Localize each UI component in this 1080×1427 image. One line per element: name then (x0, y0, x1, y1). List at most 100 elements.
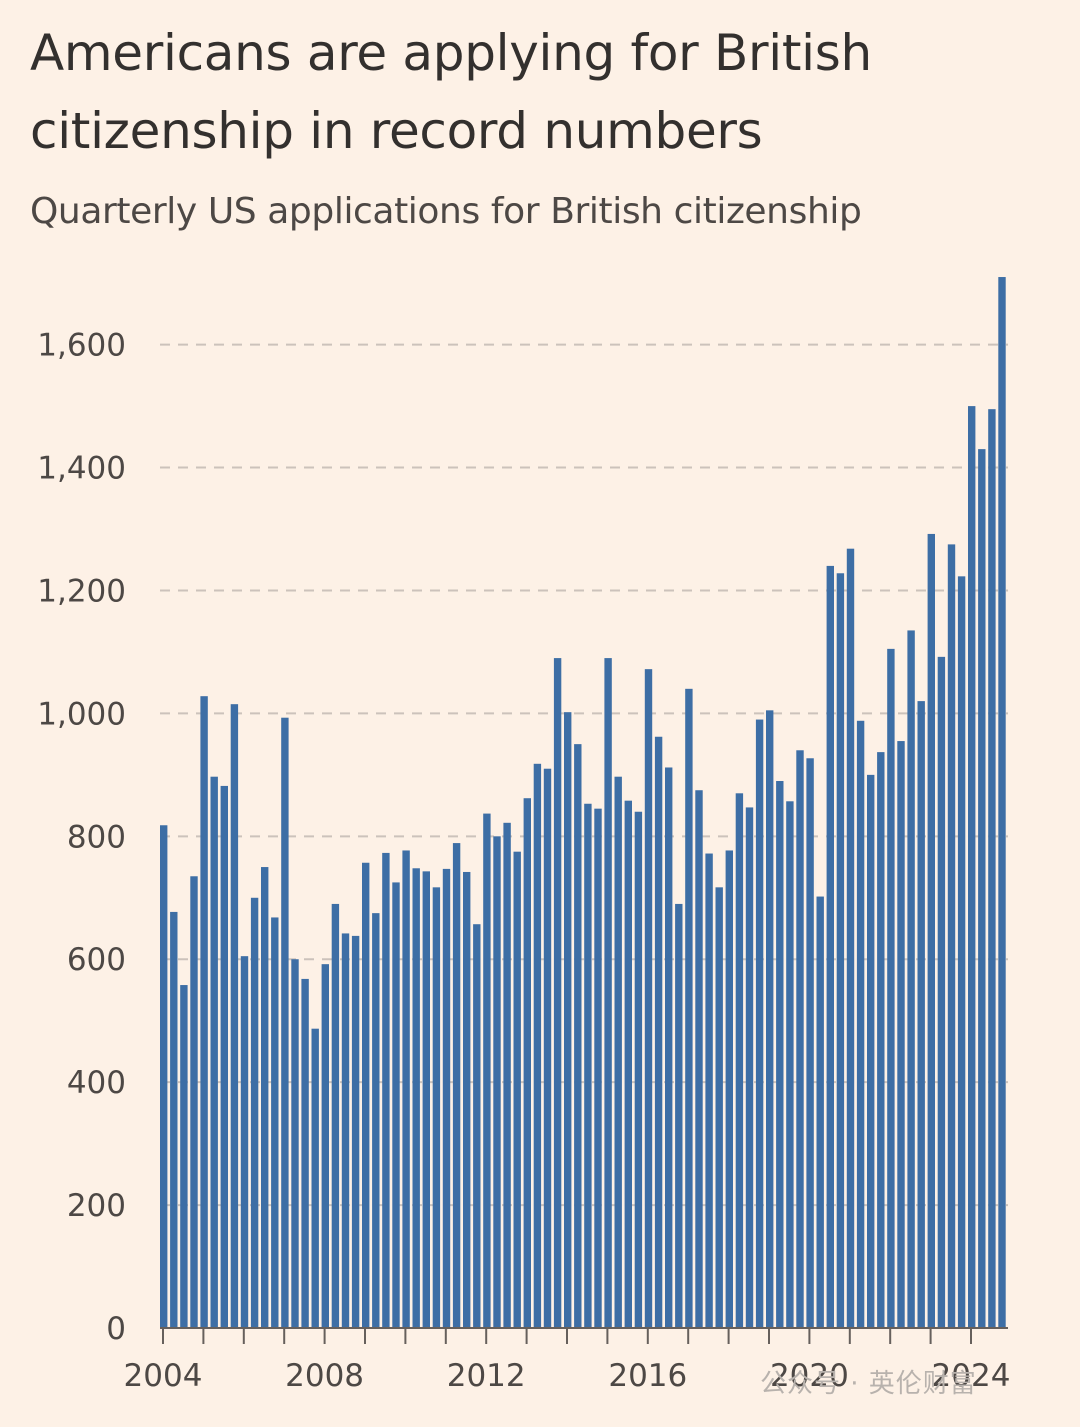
bar: 2010 Q1: 777 (402, 850, 410, 1328)
bar: 2014 Q3: 853 (584, 803, 592, 1328)
bar: 2024 Q3: 1495 (988, 409, 996, 1328)
bar: 2017 Q4: 717 (715, 887, 723, 1328)
bar: 2023 Q2: 1092 (937, 656, 946, 1328)
y-tick-label: 200 (67, 1188, 126, 1224)
bar: 2021 Q4: 937 (877, 752, 885, 1328)
gridlines (160, 343, 1008, 1207)
bar: 2019 Q4: 940 (796, 750, 804, 1328)
bar: 2006 Q4: 668 (271, 917, 279, 1328)
bar: 2019 Q2: 890 (776, 781, 784, 1328)
bar: 2024 Q1: 1500 (968, 406, 976, 1329)
bar: 2011 Q2: 789 (452, 843, 461, 1328)
x-tick-label: 2008 (285, 1358, 364, 1394)
bar: 2017 Q3: 772 (705, 853, 713, 1328)
bar: 2006 Q3: 750 (261, 867, 269, 1328)
bar: 2024 Q2: 1430 (978, 449, 986, 1328)
bar: 2011 Q1: 747 (442, 868, 451, 1328)
bar: 2021 Q1: 1268 (846, 548, 855, 1328)
bar: 2023 Q3: 1275 (947, 544, 956, 1328)
bar: 2010 Q2: 748 (412, 868, 420, 1328)
bar: 2005 Q4: 1015 (230, 704, 239, 1328)
bar: 2012 Q2: 800 (493, 836, 501, 1328)
bar: 2007 Q2: 600 (291, 959, 299, 1328)
bar: 2020 Q1: 927 (806, 758, 814, 1328)
y-axis-labels: 0 200 400 600 800 1,000 1,200 1,400 1,600 (37, 328, 126, 1347)
bar: 2015 Q1: 1090 (604, 658, 612, 1328)
bar: 2009 Q2: 675 (372, 913, 380, 1328)
bar: 2013 Q3: 910 (543, 768, 552, 1328)
bar: 2005 Q1: 1028 (200, 696, 208, 1328)
y-tick-label: 1,400 (37, 451, 126, 487)
x-tick-label: 2012 (447, 1358, 526, 1394)
bar: 2021 Q2: 988 (856, 720, 865, 1328)
y-tick-label: 400 (67, 1065, 126, 1101)
bar: 2009 Q1: 757 (362, 862, 370, 1328)
x-tick-label: 2020 (770, 1358, 849, 1394)
bar: 2013 Q2: 918 (533, 763, 542, 1328)
y-tick-label: 1,200 (37, 573, 126, 609)
bar: 2016 Q4: 690 (675, 903, 683, 1328)
bar: 2005 Q2: 897 (210, 776, 218, 1328)
bar: 2018 Q4: 990 (755, 719, 764, 1328)
bar: 2004 Q1: 818 (160, 825, 168, 1328)
bar: 2021 Q3: 900 (867, 774, 875, 1328)
bar: 2022 Q3: 1135 (907, 630, 915, 1328)
bar: 2017 Q2: 875 (695, 790, 703, 1328)
bar: 2009 Q4: 725 (392, 882, 400, 1328)
bar: 2011 Q4: 657 (473, 924, 481, 1328)
bar: 2004 Q3: 558 (180, 985, 188, 1328)
y-tick-label: 1,600 (37, 328, 126, 364)
bar: 2022 Q4: 1020 (917, 701, 925, 1328)
chart-title: Americans are applying for British citiz… (30, 24, 872, 160)
bar: 2018 Q1: 777 (725, 850, 733, 1328)
y-tick-label: 800 (67, 819, 126, 855)
x-axis: 2004 2008 2012 2016 2020 2024 (124, 1327, 1011, 1394)
bar: 2024 Q4: 1710 (998, 277, 1006, 1328)
y-tick-label: 0 (106, 1311, 126, 1347)
bar: 2016 Q2: 962 (654, 736, 663, 1328)
bar: 2020 Q4: 1228 (836, 573, 845, 1328)
bar: 2006 Q2: 700 (250, 897, 259, 1328)
bar: 2008 Q4: 638 (351, 935, 360, 1328)
bar: 2015 Q3: 858 (624, 800, 632, 1328)
bar: 2005 Q3: 882 (220, 785, 228, 1328)
bar: 2016 Q1: 1072 (644, 669, 653, 1328)
bar: 2007 Q3: 568 (301, 978, 309, 1328)
bar: 2010 Q4: 717 (432, 887, 441, 1328)
bar: 2014 Q1: 1002 (564, 712, 572, 1328)
y-tick-label: 600 (67, 942, 126, 978)
bar: 2014 Q4: 845 (594, 808, 602, 1328)
bar: 2013 Q1: 862 (523, 798, 531, 1328)
x-tick-label: 2016 (608, 1358, 687, 1394)
bar: 2012 Q1: 837 (483, 813, 491, 1328)
bars: 2004 Q1: 8182004 Q2: 6772004 Q3: 5582004… (160, 277, 1006, 1329)
bar: 2008 Q1: 592 (321, 964, 329, 1328)
bar: 2008 Q2: 690 (331, 903, 340, 1328)
bar: 2018 Q2: 870 (735, 793, 744, 1328)
bar: 2012 Q4: 775 (513, 851, 521, 1328)
x-tick-label: 2024 (932, 1358, 1011, 1394)
chart-subtitle: Quarterly US applications for British ci… (30, 191, 862, 232)
y-tick-label: 1,000 (37, 696, 126, 732)
bar: 2011 Q3: 742 (463, 871, 471, 1328)
bar: 2014 Q2: 950 (574, 744, 582, 1328)
bar: 2007 Q1: 993 (281, 717, 289, 1328)
bar: 2019 Q3: 857 (786, 801, 794, 1328)
bar: 2010 Q3: 743 (422, 871, 430, 1328)
bar: 2019 Q1: 1005 (766, 710, 774, 1328)
bar: 2006 Q1: 605 (240, 956, 249, 1328)
bar: 2004 Q2: 677 (170, 911, 178, 1328)
bar: 2023 Q4: 1223 (957, 576, 966, 1328)
bar: 2022 Q1: 1105 (887, 648, 895, 1328)
bar: 2013 Q4: 1090 (553, 658, 562, 1328)
bar: 2020 Q2: 702 (816, 896, 824, 1328)
bar: 2007 Q4: 487 (311, 1028, 319, 1328)
x-tick-label: 2004 (124, 1358, 203, 1394)
bar: 2012 Q3: 822 (503, 822, 511, 1328)
bar: 2022 Q2: 955 (897, 741, 905, 1328)
bar: 2018 Q3: 847 (745, 807, 754, 1328)
bar: 2008 Q3: 642 (341, 933, 350, 1328)
bar: 2020 Q3: 1240 (826, 565, 834, 1328)
bar: 2017 Q1: 1040 (685, 688, 693, 1328)
